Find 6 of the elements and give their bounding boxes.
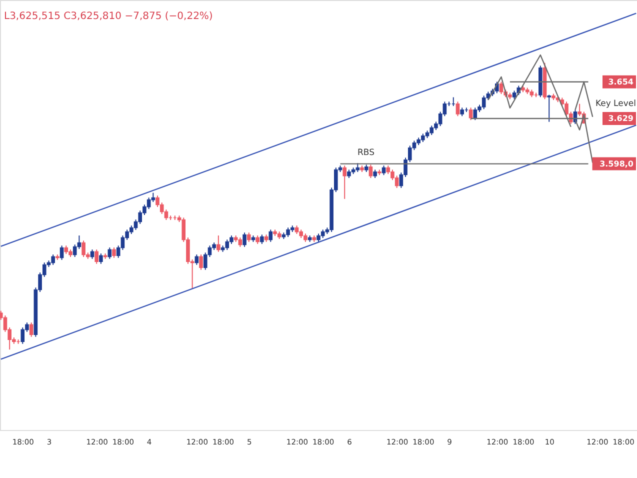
- y-tick-label: 3.654: [608, 77, 634, 86]
- annotation: RBS: [358, 148, 374, 158]
- y-tick-label: 3.598,0: [600, 159, 634, 168]
- y-tick-label: 3.629: [608, 114, 634, 123]
- annotation: Key Level: [595, 99, 636, 109]
- annotation: L3,625,515 C3,625,810 −7,875 (−0,22%): [4, 11, 213, 22]
